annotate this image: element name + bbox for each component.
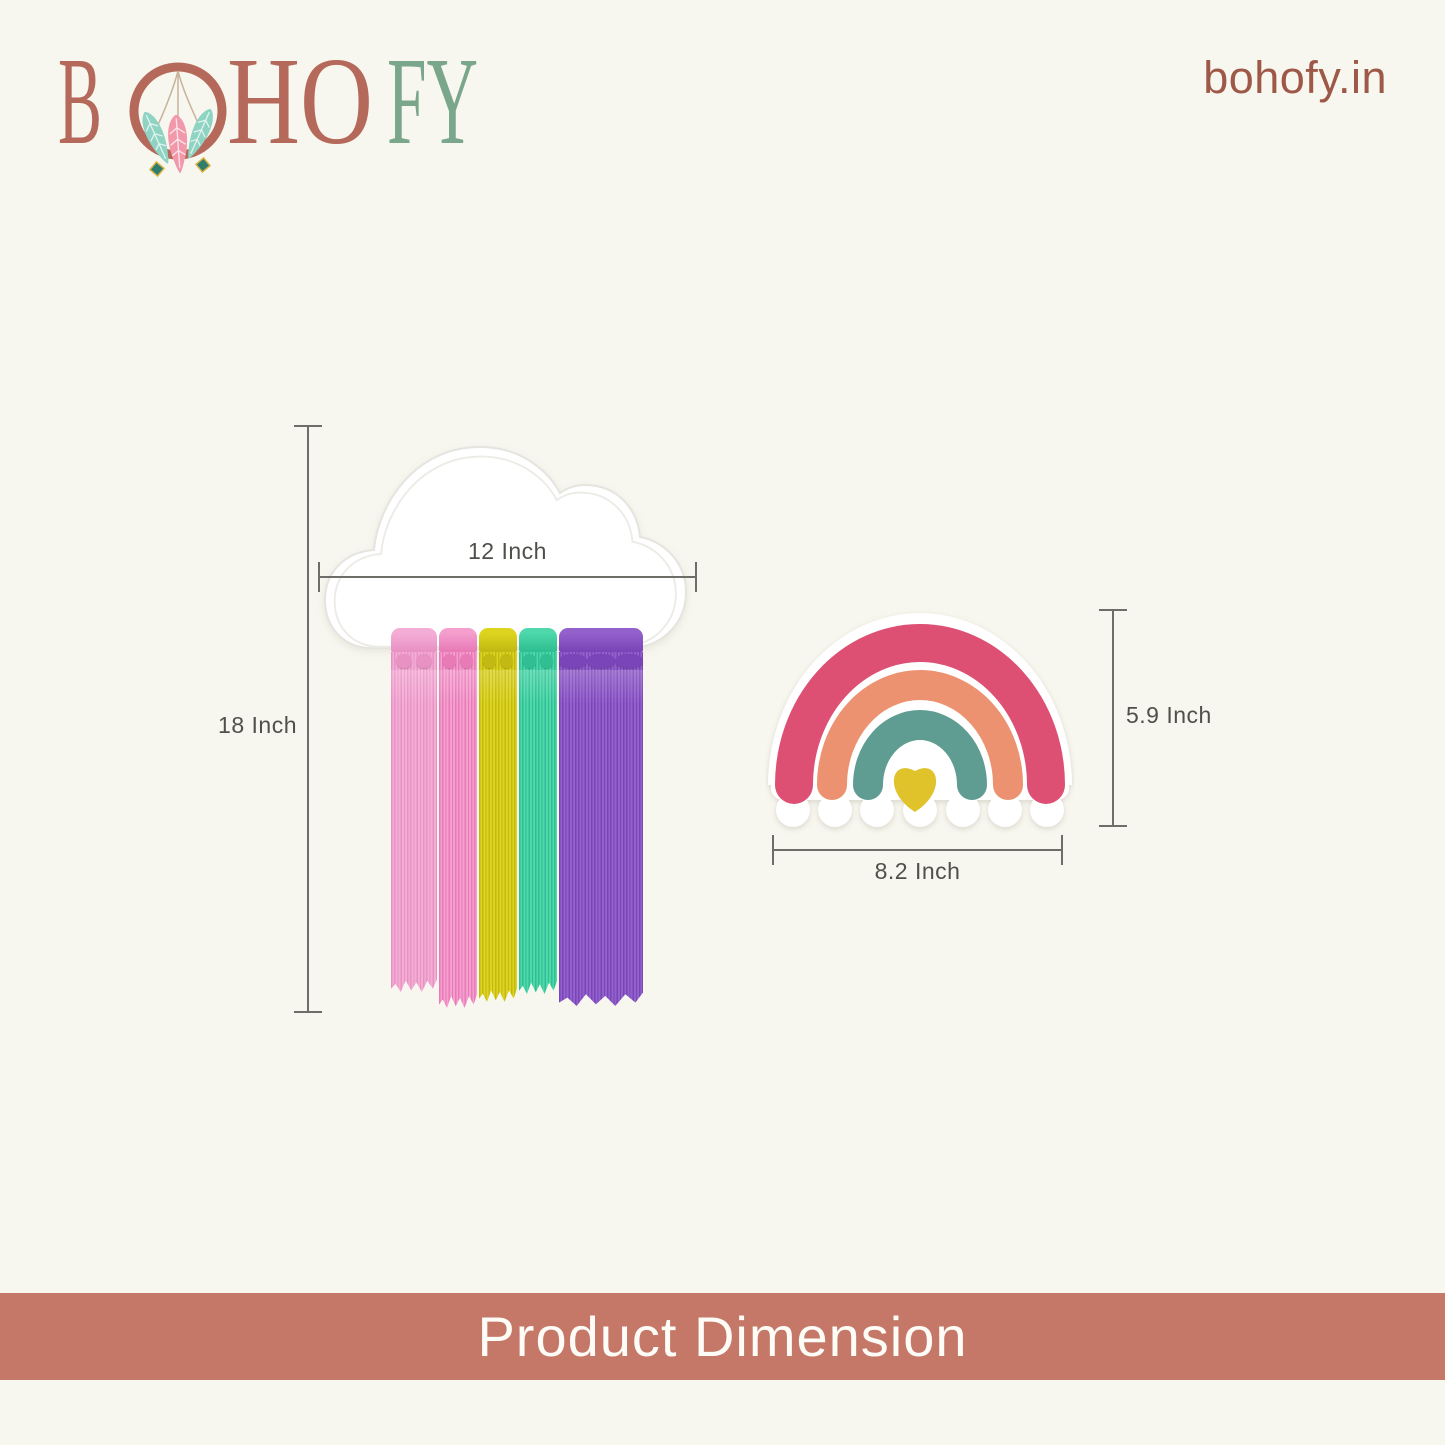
product-dimension-banner: Product Dimension — [0, 1293, 1445, 1380]
rainbow-arc-outer — [775, 624, 1065, 804]
tassel-loop — [519, 628, 557, 652]
tassel-knots — [391, 652, 437, 670]
feather-charm-icon — [194, 156, 212, 174]
logo-feather-ring-icon — [129, 62, 227, 178]
rainbow-decor-graphic — [768, 613, 1072, 827]
tassel-loop — [391, 628, 437, 652]
tassel-pink — [439, 628, 477, 1008]
tassel-strands — [519, 670, 557, 994]
tassel-loop — [479, 628, 517, 652]
cloud-height-label: 18 Inch — [218, 712, 297, 738]
heart-icon — [893, 768, 937, 812]
cloud-width-dimension-line — [318, 562, 697, 592]
tassel-strands — [559, 670, 643, 1006]
cloud-shape — [323, 445, 688, 649]
tassel-knots — [439, 652, 477, 670]
tassel-knots — [479, 652, 517, 670]
tassel-knots — [519, 652, 557, 670]
tassel-knots — [559, 652, 643, 670]
logo-letters-ho: HO — [227, 33, 373, 171]
rainbow-arc-inner — [853, 710, 987, 800]
logo-letters-fy: FY — [387, 33, 478, 171]
rainbow-width-label: 8.2 Inch — [874, 858, 961, 884]
tassel-mint — [519, 628, 557, 994]
tassel-strands — [439, 670, 477, 1008]
banner-title: Product Dimension — [477, 1305, 968, 1368]
logo-letter-b: B — [58, 33, 102, 171]
cloud-height-dimension-line — [294, 425, 322, 1013]
rainbow-height-label: 5.9 Inch — [1126, 702, 1212, 728]
tassel-light-pink — [391, 628, 437, 992]
website-url: bohofy.in — [1203, 52, 1387, 103]
tassel-strands — [391, 670, 437, 992]
rainbow-height-dimension-line — [1099, 609, 1127, 827]
tassel-loop — [439, 628, 477, 652]
cloud-width-label: 12 Inch — [468, 538, 547, 564]
center-feather-icon — [168, 114, 188, 174]
tassel-purple — [559, 628, 643, 1006]
tassel-yellow — [479, 628, 517, 1002]
bohofy-logo: B HO FY — [58, 33, 478, 178]
tassel-loop — [559, 628, 643, 652]
right-feather-icon — [188, 108, 213, 159]
rainbow-arc-middle — [817, 670, 1023, 800]
tassel-strands — [479, 670, 517, 1002]
left-feather-icon — [142, 111, 169, 164]
rainbow-width-dimension-line — [772, 835, 1063, 865]
feather-charm-icon — [148, 160, 166, 178]
